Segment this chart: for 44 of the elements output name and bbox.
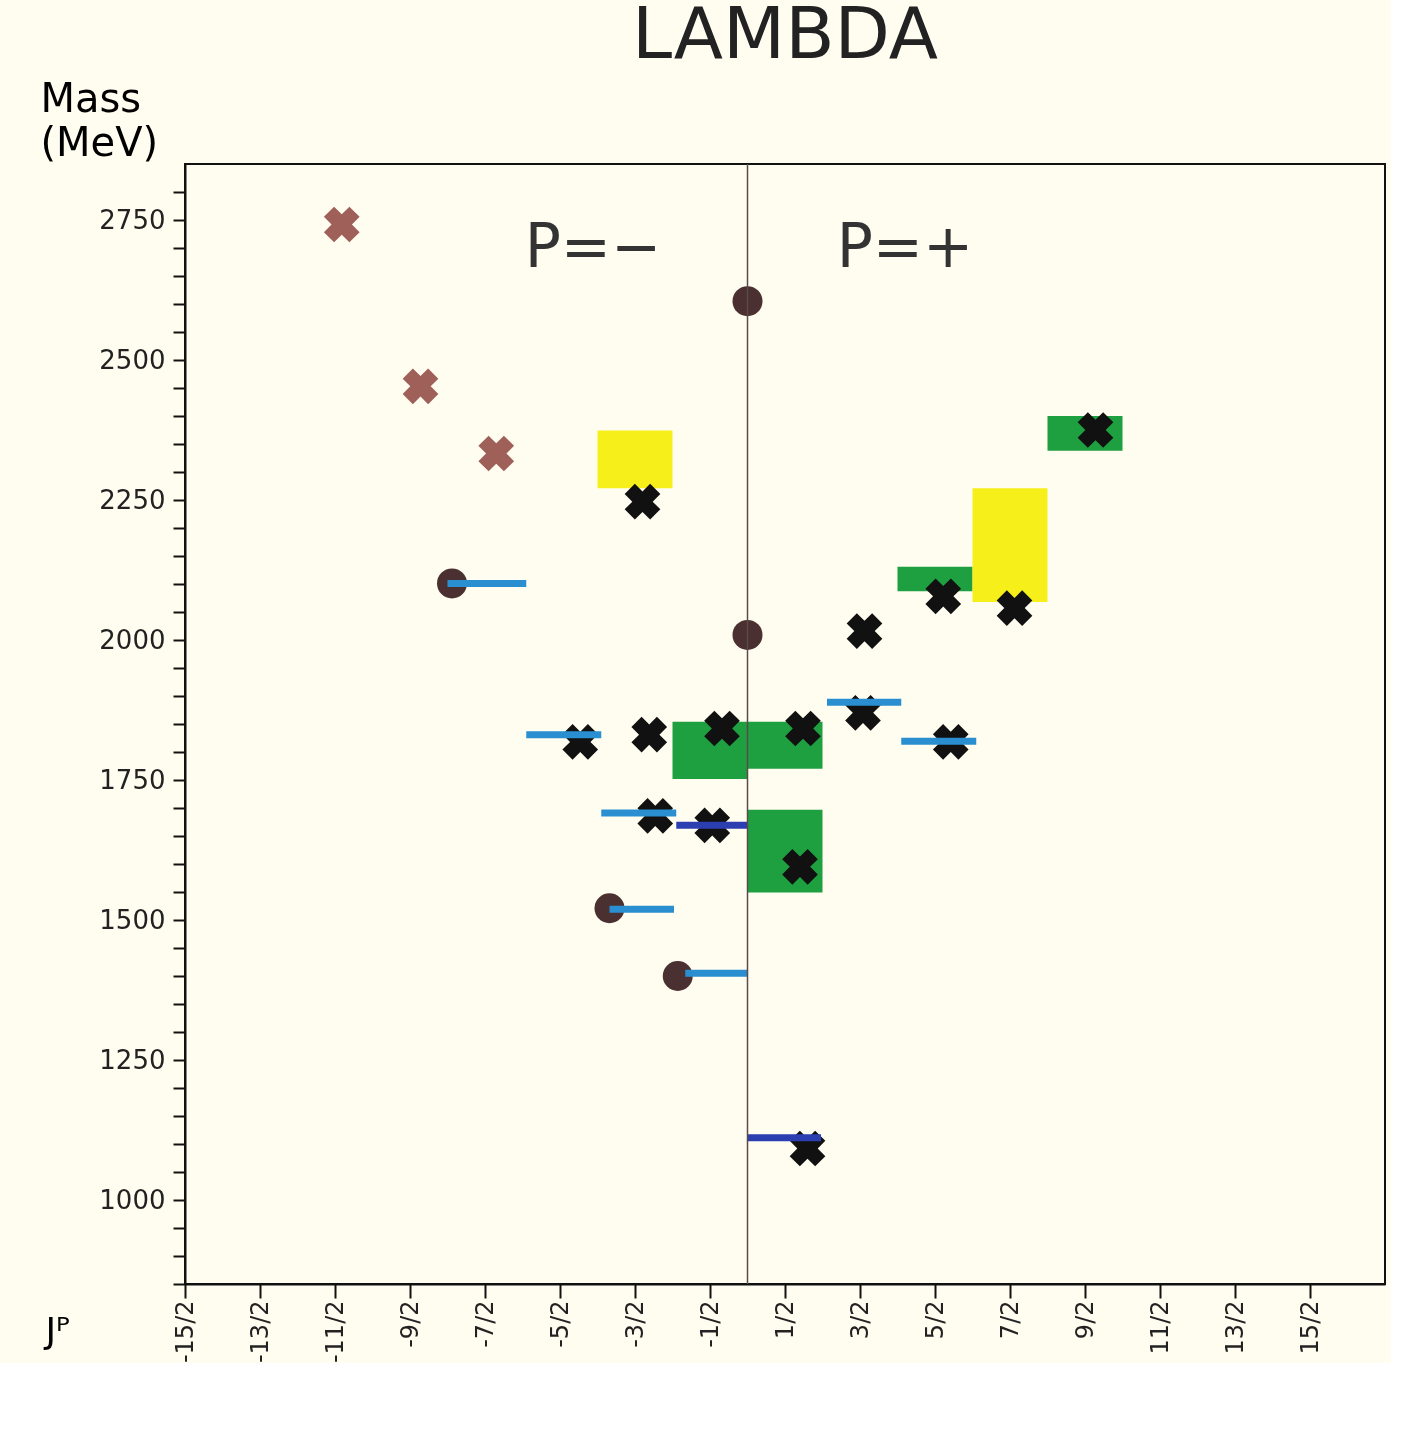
point (846, 613, 883, 649)
y-tick-label: 2500 (99, 344, 166, 375)
x-tick-label: 11/2 (1145, 1300, 1174, 1355)
x-tick-label: 3/2 (845, 1300, 874, 1340)
y-tick-label: 1500 (99, 904, 166, 935)
point (732, 619, 763, 650)
point (662, 961, 693, 991)
point (624, 483, 661, 520)
x-tick-label: -7/2 (470, 1300, 499, 1348)
x-tick-label: -5/2 (545, 1300, 574, 1348)
x-tick-label: -15/2 (170, 1300, 199, 1364)
x-tick-label: -11/2 (320, 1300, 349, 1364)
y-tick-label: 1250 (99, 1044, 166, 1075)
point (996, 590, 1033, 626)
point (631, 716, 668, 753)
x-axis-title: Jᴾ (43, 1309, 70, 1351)
x-tick-label: 15/2 (1295, 1300, 1324, 1355)
point (478, 435, 515, 472)
annotation: P=− (524, 211, 662, 281)
point (323, 206, 360, 243)
x-tick-label: 5/2 (920, 1300, 949, 1340)
chart-title: LAMBDA (632, 0, 938, 75)
y-tick-label: 1000 (99, 1184, 166, 1215)
x-tick-label: -1/2 (695, 1300, 724, 1348)
annotation: P=+ (836, 211, 974, 281)
x-tick-label: -13/2 (245, 1300, 274, 1364)
point (402, 368, 439, 405)
point (1077, 412, 1114, 448)
x-tick-label: 7/2 (995, 1300, 1024, 1340)
point (732, 286, 763, 317)
bar (972, 488, 1048, 602)
x-tick-label: 1/2 (770, 1300, 799, 1340)
bar (597, 430, 673, 489)
point (704, 710, 740, 747)
x-tick-label: 13/2 (1220, 1300, 1249, 1355)
y-tick-label: 2250 (99, 484, 166, 515)
x-tick-label: -3/2 (620, 1300, 649, 1348)
y-tick-label: 1750 (99, 764, 166, 795)
y-tick-label: 2000 (99, 624, 166, 655)
x-tick-label: -9/2 (395, 1300, 424, 1348)
point (925, 578, 962, 615)
y-axis-title: Mass (MeV) (40, 74, 159, 165)
y-tick-label: 2750 (99, 204, 166, 235)
x-tick-label: 9/2 (1070, 1300, 1099, 1340)
